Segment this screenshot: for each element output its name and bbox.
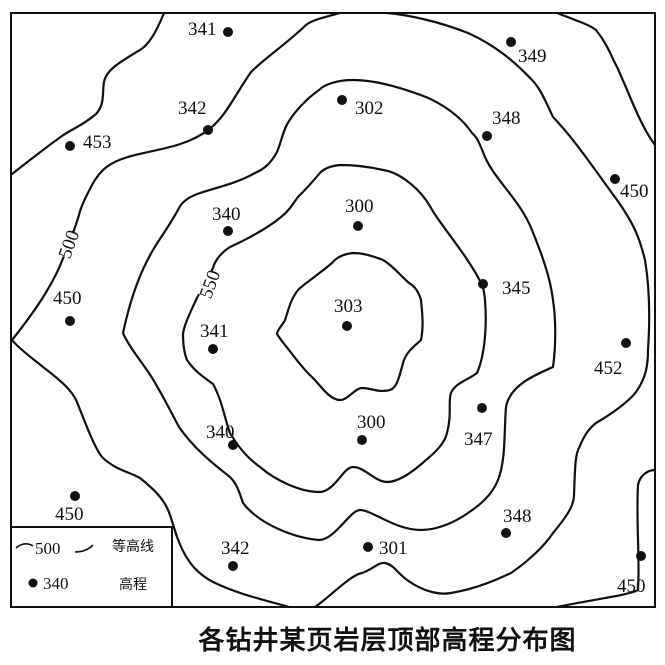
- well-point: 452: [594, 338, 631, 379]
- svg-text:300: 300: [357, 412, 386, 433]
- svg-text:500: 500: [35, 539, 61, 558]
- svg-text:341: 341: [188, 19, 217, 40]
- svg-text:452: 452: [594, 358, 623, 379]
- svg-text:300: 300: [345, 196, 374, 217]
- well-point: 341: [188, 19, 233, 40]
- legend-contour-line-icon: [74, 544, 94, 553]
- contour-line-top-right: [555, 11, 657, 147]
- well-point: 301: [363, 538, 408, 559]
- svg-text:348: 348: [503, 506, 532, 527]
- well-point: 348: [482, 108, 521, 141]
- well-point: 300: [357, 412, 386, 445]
- well-point: 340: [212, 204, 241, 236]
- svg-text:342: 342: [221, 538, 250, 559]
- well-point: 303: [334, 296, 363, 331]
- contour-line-outer-top-left: [10, 11, 166, 176]
- svg-text:345: 345: [502, 278, 531, 299]
- svg-text:等高线: 等高线: [112, 538, 154, 555]
- legend-contour-line-icon: [15, 543, 34, 549]
- contour-label-500: 500: [42, 224, 94, 264]
- well-point: 453: [65, 132, 112, 153]
- svg-text:450: 450: [620, 181, 649, 202]
- svg-text:340: 340: [206, 422, 235, 443]
- svg-text:450: 450: [53, 288, 82, 309]
- svg-text:340: 340: [212, 204, 241, 225]
- well-point: 450: [617, 551, 646, 597]
- svg-text:450: 450: [55, 504, 84, 525]
- svg-text:349: 349: [518, 46, 547, 67]
- svg-text:347: 347: [464, 429, 493, 450]
- well-point: 300: [345, 196, 374, 231]
- map-title: 各钻井某页岩层顶部高程分布图: [198, 626, 577, 656]
- svg-text:342: 342: [178, 98, 207, 119]
- well-point: 345: [478, 278, 531, 299]
- svg-text:303: 303: [334, 296, 363, 317]
- well-point: 340: [206, 422, 238, 450]
- well-point: 450: [53, 288, 82, 326]
- svg-text:高程: 高程: [119, 576, 147, 593]
- svg-text:301: 301: [379, 538, 408, 559]
- svg-text:348: 348: [492, 108, 521, 129]
- well-points: 341 349 342 453 302 348 450 340 300 345 …: [53, 19, 649, 597]
- svg-text:453: 453: [83, 132, 112, 153]
- svg-text:302: 302: [355, 98, 384, 119]
- well-point: 349: [506, 37, 547, 67]
- well-point: 342: [178, 98, 213, 135]
- well-point: 450: [55, 491, 84, 525]
- contour-line-500: [10, 11, 651, 609]
- well-point: 342: [221, 538, 250, 571]
- well-point: 341: [200, 321, 229, 354]
- well-point: 302: [337, 95, 384, 119]
- legend: 500 等高线 340 高程: [10, 526, 173, 608]
- contour-line-right-corner: [555, 468, 657, 609]
- svg-text:341: 341: [200, 321, 229, 342]
- svg-text:340: 340: [43, 574, 69, 593]
- contour-line-innermost: [275, 251, 424, 402]
- legend-point-icon: [28, 578, 38, 588]
- map-frame: [10, 12, 656, 608]
- well-point: 348: [501, 506, 532, 538]
- contour-label-550: 550: [185, 264, 233, 304]
- contour-map: 500 550 341 349 342 453 302 348 450 340 …: [10, 11, 657, 609]
- well-point: 450: [610, 174, 649, 202]
- contour-line-550: [121, 78, 557, 542]
- well-point: 347: [464, 403, 493, 450]
